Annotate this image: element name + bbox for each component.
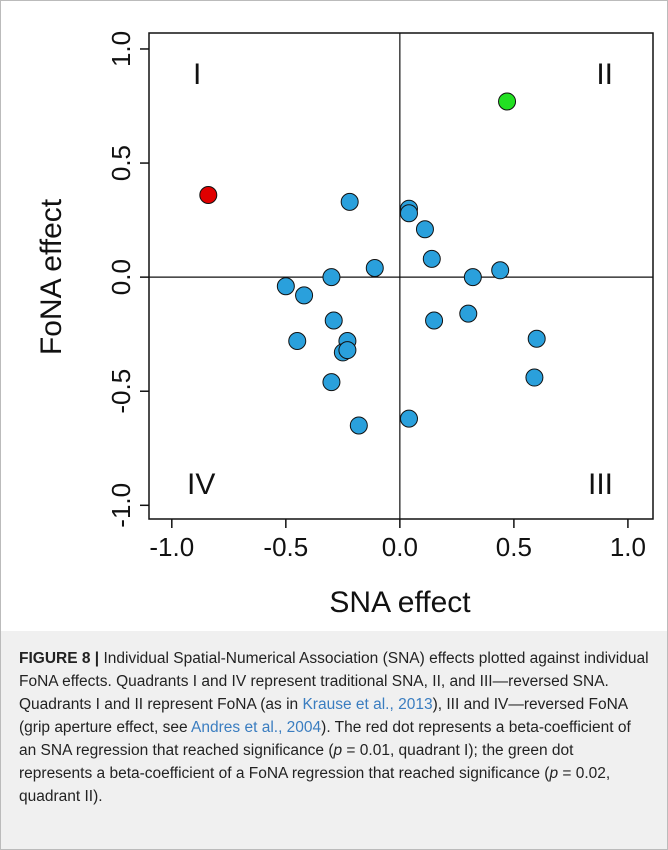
y-tick-label: -0.5 [106, 369, 136, 414]
y-tick-label: 1.0 [106, 31, 136, 67]
x-tick-label: 1.0 [610, 532, 646, 562]
caption-text[interactable]: Andres et al., 2004 [191, 719, 322, 736]
quadrant-label: II [596, 58, 613, 91]
point [276, 277, 295, 296]
point [199, 186, 218, 204]
point [365, 259, 384, 278]
y-tick-label: 0.5 [106, 145, 136, 181]
caption-text: Individual Spatial-Numerical Association… [19, 650, 649, 713]
point [288, 332, 307, 351]
x-tick-label: 0.0 [382, 532, 418, 562]
x-tick-label: 0.5 [496, 532, 532, 562]
point [324, 311, 343, 330]
caption-text: p [549, 765, 559, 782]
caption-text: = 0.01, quadrant I); the green dot repre… [19, 742, 574, 782]
y-tick-label: -1.0 [106, 483, 136, 528]
caption-text: ), III and IV—reversed FoNA (grip apertu… [19, 696, 628, 736]
caption-text: FIGURE 8 | [19, 650, 100, 667]
point [415, 220, 434, 239]
x-tick-label: -0.5 [263, 532, 308, 562]
y-axis-title: FoNA effect [35, 198, 68, 355]
chart: SNA effect FoNA effect -1.0 -0.5 0.0 0.5 1.0… [35, 31, 654, 619]
quadrant-label: IV [187, 468, 215, 501]
point [459, 304, 478, 323]
caption-text: = 0.02, quadrant II). [19, 765, 611, 805]
caption-text: ). The red dot represents a beta-coeffic… [19, 719, 631, 759]
point [463, 268, 482, 287]
point [525, 368, 544, 387]
quadrant-label: III [588, 468, 613, 501]
caption-text: p [333, 742, 343, 759]
y-tick-label: 0.0 [106, 259, 136, 295]
point [295, 286, 314, 305]
caption: FIGURE 8 | Individual Spatial-Numerical … [1, 631, 667, 849]
point [322, 268, 341, 287]
point [491, 261, 510, 280]
point [338, 341, 357, 360]
point [498, 92, 517, 111]
point [425, 311, 444, 330]
point [527, 329, 546, 348]
caption-text[interactable]: Krause et al., 2013 [302, 696, 433, 713]
x-tick-label: -1.0 [149, 532, 194, 562]
quadrant-label: I [193, 58, 201, 91]
point [322, 373, 341, 392]
point [340, 192, 359, 211]
point [399, 204, 418, 223]
point [349, 416, 368, 435]
point [399, 409, 418, 428]
point [422, 249, 441, 268]
plot-frame [148, 32, 654, 520]
x-axis-title: SNA effect [329, 586, 471, 619]
